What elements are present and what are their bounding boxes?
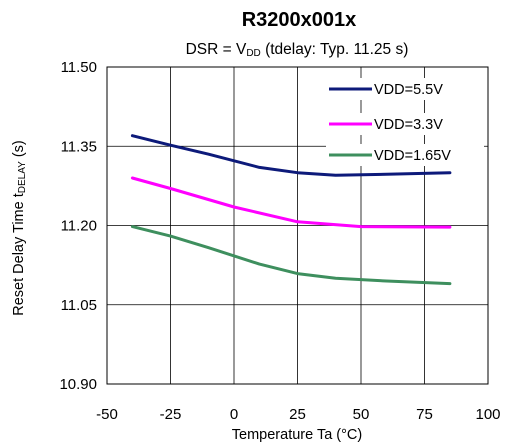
x-tick-label: 100: [475, 406, 500, 423]
series-line-2: [130, 176, 452, 229]
y-tick-label: 11.50: [61, 59, 97, 76]
chart-subtitle: DSR = VDD (tdelay: Typ. 11.25 s): [186, 41, 409, 59]
legend-background: [326, 78, 484, 100]
legend-label: VDD=3.3V: [374, 117, 443, 133]
x-tick-labels: -50 -25 0 25 50 75 100: [96, 406, 500, 423]
plot-frame: [106, 66, 489, 385]
y-tick-label: 11.05: [61, 297, 97, 314]
x-tick-label: 0: [230, 406, 238, 423]
legend-label: VDD=5.5V: [374, 82, 443, 98]
series-line-1: [130, 134, 452, 177]
legend-background: [326, 113, 484, 135]
series-layer: [130, 134, 452, 286]
x-tick-label: 25: [289, 406, 306, 423]
x-tick-label: -50: [96, 406, 118, 423]
series-line-3: [130, 225, 452, 286]
legend: VDD=5.5V VDD=3.3V VDD=1.65V: [326, 78, 484, 166]
x-tick-label: -25: [160, 406, 182, 423]
chart-title: R3200x001x: [242, 9, 357, 31]
y-tick-label: 11.20: [61, 218, 97, 235]
y-tick-label: 11.35: [61, 138, 97, 155]
x-tick-label: 50: [353, 406, 370, 423]
legend-background: [326, 144, 484, 166]
x-tick-label: 75: [416, 406, 433, 423]
y-axis-label: Reset Delay Time tDELAY (s): [11, 140, 28, 316]
y-tick-labels: 10.90 11.05 11.20 11.35 11.50: [59, 59, 97, 393]
legend-label: VDD=1.65V: [374, 148, 451, 164]
y-tick-label: 10.90: [59, 376, 97, 393]
x-axis-label: Temperature Ta (°C): [232, 427, 362, 443]
